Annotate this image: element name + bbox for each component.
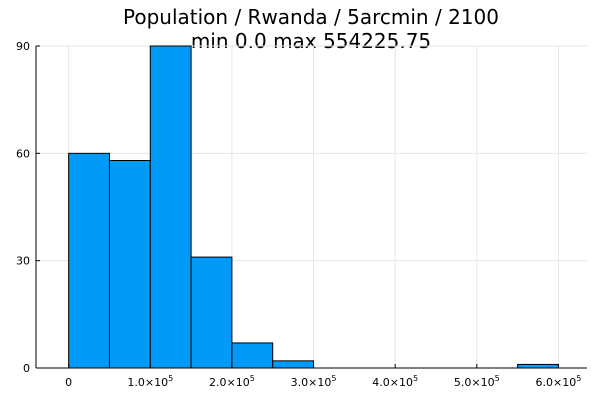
- histogram-bar: [149, 45, 192, 369]
- x-tick-label: 2.0×105: [209, 374, 255, 389]
- histogram-bar: [517, 363, 559, 369]
- histogram-bar: [190, 256, 233, 369]
- x-tick-label: 1.0×105: [127, 374, 173, 389]
- chart-title-line-1: Population / Rwanda / 5arcmin / 2100: [123, 5, 499, 29]
- x-tick-label: 0: [65, 376, 72, 389]
- histogram-bar: [272, 360, 315, 369]
- y-tick-label: 30: [16, 255, 30, 268]
- y-tick-label: 60: [16, 147, 30, 160]
- axis-layer: [35, 46, 587, 369]
- x-tick-label: 4.0×105: [372, 374, 418, 389]
- y-tick-label: 90: [16, 40, 30, 53]
- histogram-bar: [68, 152, 110, 369]
- x-tick-label: 6.0×105: [536, 374, 582, 389]
- histogram-bar: [231, 342, 274, 369]
- bar-layer: [68, 45, 559, 369]
- histogram-bar: [108, 159, 151, 369]
- tick-layer: 0 30 60 90 0 1.0×105 2.0×105 3.0×105 4.0×105 5.0×…: [16, 40, 581, 389]
- y-tick-label: 0: [23, 362, 30, 375]
- x-tick-label: 5.0×105: [454, 374, 500, 389]
- chart-title-line-2: min 0.0 max 554225.75: [191, 29, 431, 53]
- x-tick-label: 3.0×105: [291, 374, 337, 389]
